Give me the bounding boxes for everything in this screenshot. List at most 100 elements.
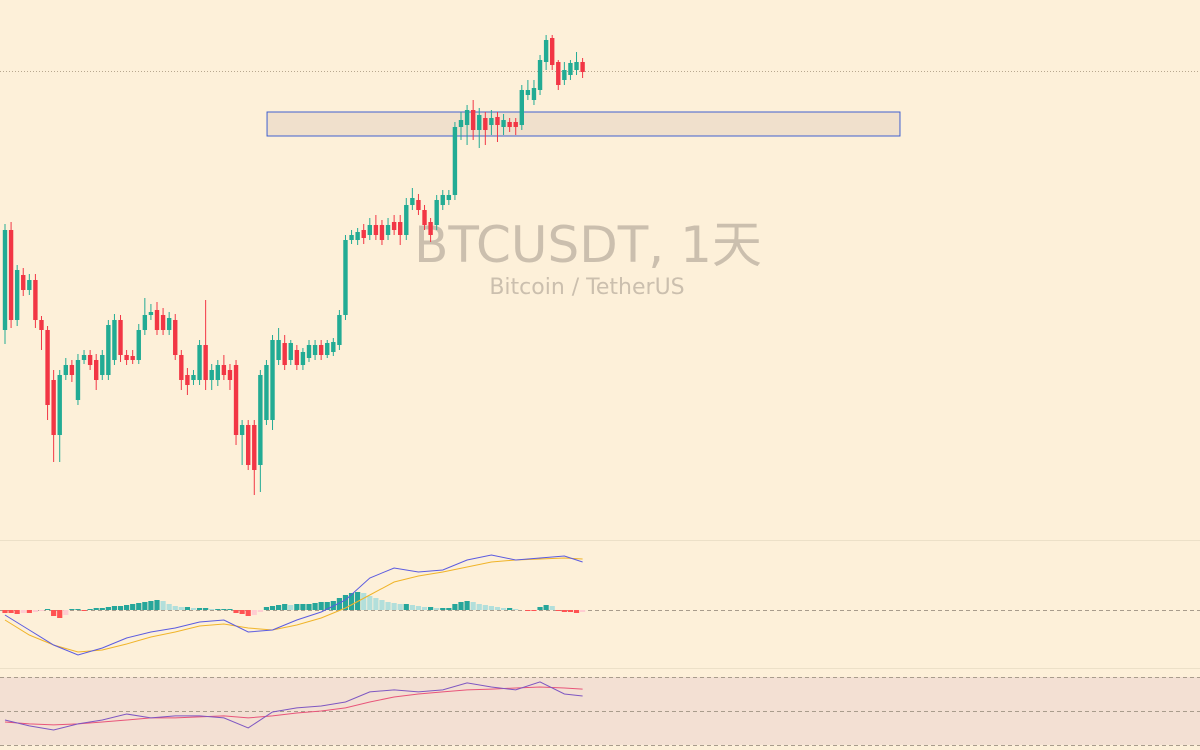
candle-body bbox=[325, 343, 330, 355]
macd-histogram-bar bbox=[470, 602, 476, 610]
candle-body bbox=[166, 318, 172, 330]
candle-body bbox=[349, 235, 354, 240]
macd-histogram-bar bbox=[525, 610, 531, 611]
macd-histogram-bar bbox=[318, 602, 324, 610]
macd-histogram-bar bbox=[342, 595, 349, 610]
candle-body bbox=[197, 345, 202, 380]
macd-histogram-bar bbox=[397, 604, 403, 610]
macd-histogram-bar bbox=[440, 608, 446, 610]
candle-body bbox=[404, 205, 409, 235]
candle-body bbox=[288, 343, 293, 360]
macd-histogram-bar bbox=[184, 607, 190, 610]
candle-body bbox=[379, 225, 385, 240]
candle-body bbox=[294, 350, 300, 365]
candle-body bbox=[452, 127, 458, 195]
candle-body bbox=[258, 375, 263, 465]
candle-body bbox=[391, 222, 397, 230]
macd-histogram-bar bbox=[117, 606, 124, 610]
candle-body bbox=[27, 280, 32, 290]
candle-body bbox=[69, 365, 75, 375]
macd-histogram-bar bbox=[421, 607, 428, 610]
candle-body bbox=[446, 195, 452, 200]
candle-body bbox=[136, 330, 141, 360]
candle-body bbox=[361, 230, 366, 238]
candle-body bbox=[124, 355, 129, 360]
macd-histogram-bar bbox=[26, 610, 32, 613]
macd-histogram-bar bbox=[14, 610, 20, 614]
macd-histogram-bar bbox=[361, 593, 367, 610]
candle-body bbox=[227, 370, 233, 380]
candle-body bbox=[331, 342, 336, 352]
candle-body bbox=[385, 225, 391, 235]
candle-body bbox=[100, 355, 105, 375]
macd-histogram-bar bbox=[336, 598, 342, 610]
candle-body bbox=[464, 110, 470, 125]
macd-histogram-bar bbox=[282, 604, 288, 610]
macd-histogram-bar bbox=[257, 610, 263, 612]
candle-body bbox=[191, 375, 196, 380]
candle-body bbox=[45, 330, 50, 405]
macd-signal-line bbox=[4, 557, 583, 653]
macd-histogram-bar bbox=[44, 609, 51, 610]
watermark-subtitle: Bitcoin / TetherUS bbox=[489, 275, 684, 300]
candle-body bbox=[160, 315, 166, 330]
candle-body bbox=[537, 60, 543, 90]
macd-histogram-bar bbox=[458, 602, 464, 610]
macd-histogram-bar bbox=[221, 609, 227, 610]
candle-body bbox=[318, 345, 324, 355]
candle-body bbox=[312, 345, 318, 355]
candle-body bbox=[2, 230, 8, 330]
macd-histogram-bar bbox=[8, 610, 14, 613]
macd-histogram-bar bbox=[2, 610, 8, 613]
macd-histogram-bar bbox=[154, 600, 160, 610]
candle-body bbox=[410, 198, 415, 205]
macd-histogram-bar bbox=[172, 606, 178, 610]
macd-histogram-bar bbox=[367, 596, 373, 610]
macd-histogram-bar bbox=[373, 598, 379, 610]
candle-body bbox=[343, 240, 348, 315]
candle-body bbox=[209, 370, 214, 380]
macd-histogram-bar bbox=[549, 606, 555, 610]
candle-body bbox=[81, 355, 87, 360]
macd-histogram-bar bbox=[160, 601, 166, 610]
macd-histogram-bar bbox=[142, 602, 148, 610]
macd-histogram-bar bbox=[124, 605, 130, 610]
candle-body bbox=[118, 320, 123, 355]
candle-body bbox=[458, 120, 464, 127]
candle-body bbox=[203, 345, 208, 380]
rsi-line bbox=[4, 681, 583, 731]
candle-body bbox=[63, 365, 68, 375]
rsi-band bbox=[0, 676, 1200, 745]
macd-histogram-bar bbox=[38, 610, 45, 611]
macd-histogram-bar bbox=[269, 606, 276, 610]
candle-body bbox=[300, 352, 306, 365]
macd-histogram-bar bbox=[203, 608, 209, 610]
macd-histogram-bar bbox=[69, 609, 75, 610]
macd-histogram-bar bbox=[233, 610, 239, 613]
macd-histogram-bar bbox=[209, 609, 215, 610]
macd-histogram-bar bbox=[513, 609, 519, 610]
candle-body bbox=[422, 210, 427, 225]
macd-histogram-bar bbox=[482, 605, 488, 610]
macd-histogram-bar bbox=[580, 610, 586, 612]
macd-line bbox=[4, 554, 583, 656]
macd-histogram-bar bbox=[51, 610, 57, 616]
macd-histogram-bar bbox=[166, 604, 172, 610]
candle-body bbox=[367, 225, 372, 235]
macd-histogram-bar bbox=[239, 610, 245, 614]
macd-histogram-bar bbox=[531, 610, 537, 611]
candle-body bbox=[531, 88, 537, 100]
candle-body bbox=[33, 280, 38, 320]
macd-histogram-bar bbox=[75, 609, 81, 610]
candle-body bbox=[306, 345, 312, 358]
macd-histogram-bar bbox=[494, 607, 501, 610]
macd-histogram-bar bbox=[57, 610, 63, 618]
candle-body bbox=[501, 120, 506, 127]
candle-body bbox=[246, 425, 251, 465]
macd-histogram-bar bbox=[136, 603, 142, 610]
macd-histogram-bar bbox=[385, 602, 391, 610]
candle-body bbox=[525, 90, 531, 95]
candle-body bbox=[440, 195, 445, 205]
candle-body bbox=[154, 310, 160, 330]
